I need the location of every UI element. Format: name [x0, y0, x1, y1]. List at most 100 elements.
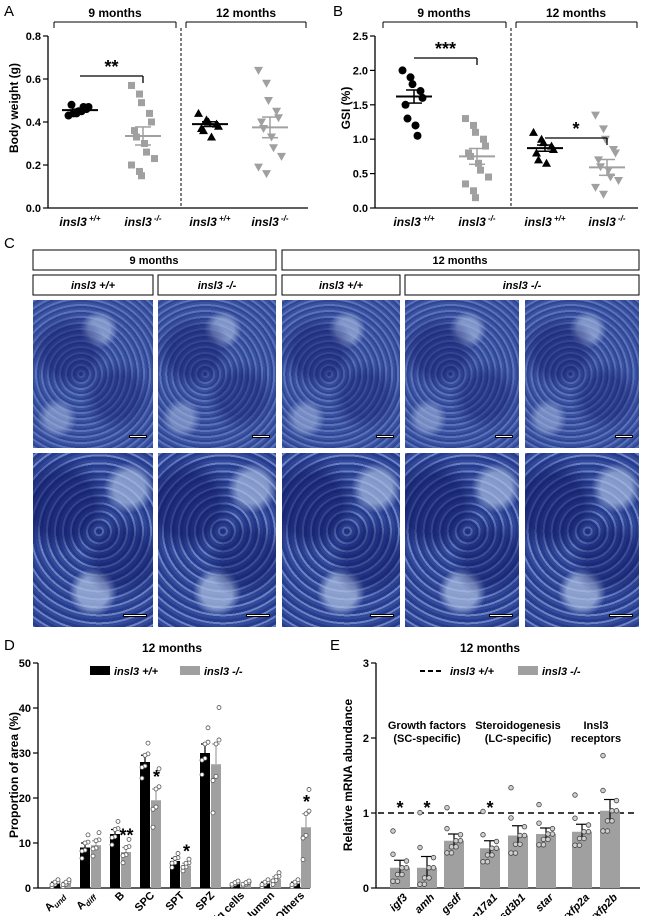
gene-group-label: Steroidogenesis: [475, 720, 561, 732]
panel-b-xlabels: insl3 +/+ insl3 -/- insl3 +/+ insl3 -/-: [393, 214, 625, 229]
data-point: [264, 97, 273, 105]
bar: [110, 834, 120, 888]
c-sub-12-wt: [281, 274, 401, 296]
x-tick-label: insl3 -/-: [588, 214, 625, 229]
c-sub-9-ko: [157, 274, 277, 296]
sig-label: *: [396, 798, 403, 818]
data-point: [254, 66, 263, 75]
data-point: [401, 100, 410, 109]
panel-d-legend-ko-swatch: [180, 666, 200, 675]
data-point: [418, 93, 427, 102]
data-point: [139, 765, 145, 770]
data-point: [542, 158, 551, 167]
data-point: [216, 737, 222, 743]
sig-label: ***: [435, 39, 456, 59]
y-tick-label: 2: [363, 733, 369, 745]
panel-e-ylabel: Relative mRNA abundance: [341, 699, 355, 852]
y-tick-label: 1.0: [353, 134, 368, 146]
data-point: [591, 111, 600, 120]
data-point: [131, 127, 138, 135]
x-tick-label: gsdf: [438, 891, 465, 916]
data-point: [600, 787, 606, 794]
bar: [91, 845, 101, 888]
gene-group-sublabel: (SC-specific): [393, 733, 461, 745]
panel-b-yticks: 0.0 0.5 1.0 1.5 2.0 2.5: [353, 31, 375, 215]
data-point: [545, 831, 551, 837]
data-point: [480, 832, 486, 838]
data-point: [549, 831, 556, 837]
panel-e-legend-wt: insl3 +/+: [450, 666, 495, 678]
data-point: [480, 808, 486, 815]
data-point: [306, 808, 312, 814]
data-point: [508, 785, 514, 791]
c-sub-9-wt: [32, 274, 154, 296]
data-point: [120, 860, 126, 866]
gene-group-sublabel: (LC-specific): [485, 733, 552, 745]
data-point: [109, 842, 115, 848]
scale-bar: [123, 614, 147, 617]
data-point: [448, 844, 455, 850]
data-point: [210, 778, 216, 783]
data-point: [141, 140, 148, 147]
data-point: [517, 832, 523, 839]
panel-e-yticks: 0 1 2 3: [363, 658, 376, 895]
sig-label: *: [183, 841, 190, 861]
bar: [151, 800, 161, 888]
data-point: [138, 99, 145, 107]
x-tick-label: SPZ: [193, 889, 217, 913]
data-point: [262, 879, 268, 885]
panel-label-e: E: [330, 637, 340, 654]
data-point: [210, 810, 216, 816]
data-point: [55, 877, 61, 883]
data-point: [477, 166, 484, 174]
scale-bar: [615, 435, 633, 438]
data-point: [150, 806, 156, 812]
bar: [181, 865, 191, 888]
data-point: [408, 80, 417, 89]
x-tick-label: insl3 -/-: [124, 214, 161, 229]
panel-a-yticks: 0.0 0.2 0.4 0.6 0.8: [26, 31, 48, 215]
data-point: [85, 832, 91, 838]
y-tick-label: 0.4: [26, 117, 42, 129]
data-point: [517, 841, 523, 847]
data-point: [417, 809, 423, 816]
micrograph-9m-ko-high: [158, 453, 276, 627]
data-point: [421, 881, 428, 887]
micrograph-12m-ko-low-a: [405, 300, 519, 448]
bar: [536, 834, 556, 888]
x-tick-label: insl3 -/-: [458, 214, 495, 229]
data-point: [609, 808, 615, 814]
data-point: [470, 121, 477, 129]
data-point: [403, 114, 412, 123]
data-point: [172, 855, 178, 861]
panel-d-title: 12 months: [142, 641, 202, 655]
x-tick-label: insl3 +/+: [59, 214, 100, 229]
panel-b-group-12: 12 months: [546, 6, 606, 20]
sig-label: *: [572, 119, 579, 139]
scale-bar: [129, 435, 147, 438]
data-point: [138, 172, 145, 180]
data-point: [123, 845, 129, 850]
data-point: [300, 835, 306, 841]
data-point: [444, 850, 450, 856]
data-point: [52, 879, 58, 885]
gene-group-label: Insl3: [583, 720, 608, 732]
data-point: [585, 829, 592, 835]
scale-bar: [252, 435, 270, 438]
y-tick-label: 0.0: [26, 203, 41, 215]
data-point: [128, 161, 135, 169]
bar: [80, 847, 90, 888]
data-point: [462, 180, 469, 188]
data-point: [292, 879, 298, 885]
data-point: [183, 860, 189, 866]
x-tick-label: amh: [413, 891, 438, 916]
c-header-9: [32, 249, 277, 271]
y-tick-label: 0.2: [26, 160, 41, 172]
x-tick-label: SPT: [163, 889, 187, 913]
data-point: [482, 142, 489, 150]
c-sub-12-ko: [404, 274, 640, 296]
data-point: [426, 865, 432, 871]
panel-b-points: ****: [396, 39, 625, 202]
data-point: [199, 772, 205, 777]
bar: [140, 762, 150, 888]
